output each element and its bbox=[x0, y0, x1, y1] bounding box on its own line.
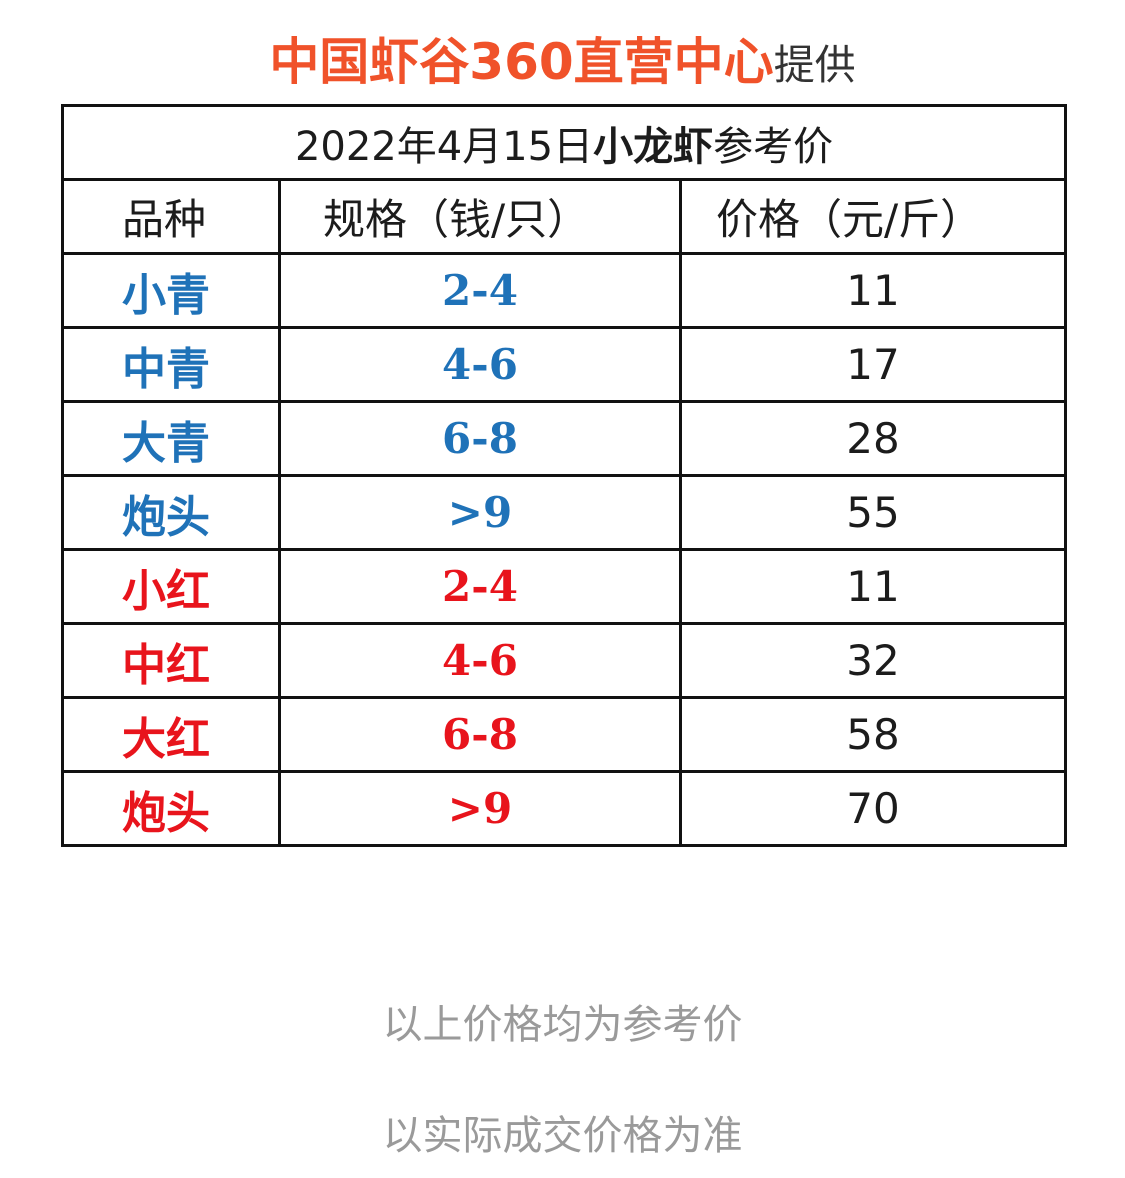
table-row: 中青 4-6 17 bbox=[61, 326, 1068, 403]
variety-cell: 大红 bbox=[61, 696, 281, 773]
price-cell: 32 bbox=[678, 622, 1068, 699]
variety-cell: 小红 bbox=[61, 548, 281, 625]
table-caption-row: 2022年4月15日小龙虾参考价 bbox=[60, 104, 1068, 181]
price-cell: 55 bbox=[678, 474, 1068, 551]
variety-cell: 炮头 bbox=[61, 770, 281, 847]
note-reference-price: 以上价格均为参考价 bbox=[382, 1002, 743, 1048]
table-row: 小青 2-4 11 bbox=[61, 252, 1068, 329]
table-body: 小青 2-4 11 中青 4-6 17 大青 6-8 28 炮头 >9 55 小红 2-4 11 中红 4-6 3… bbox=[61, 252, 1068, 847]
variety-cell: 炮头 bbox=[61, 474, 281, 551]
caption-date: 2022年4月15日 bbox=[294, 123, 594, 170]
column-header-spec: 规格（钱/只） bbox=[278, 178, 682, 255]
variety-cell: 中青 bbox=[61, 326, 281, 403]
provided-by-text: 提供 bbox=[773, 41, 856, 89]
column-header-price: 价格（元/斤） bbox=[678, 178, 1068, 255]
price-cell: 11 bbox=[678, 548, 1068, 625]
table-header-row: 品种 规格（钱/只） 价格（元/斤） bbox=[61, 178, 1068, 255]
note-actual-price: 以实际成交价格为准 bbox=[382, 1113, 743, 1159]
variety-cell: 大青 bbox=[61, 400, 281, 477]
page-header: 中国虾谷360直营中心提供 bbox=[0, 26, 1125, 110]
table-caption: 2022年4月15日小龙虾参考价 bbox=[60, 104, 1068, 181]
table-row: 小红 2-4 11 bbox=[61, 548, 1068, 625]
spec-cell: 2-4 bbox=[278, 548, 682, 625]
caption-suffix: 参考价 bbox=[713, 123, 834, 170]
column-header-variety: 品种 bbox=[61, 178, 281, 255]
price-cell: 58 bbox=[678, 696, 1068, 773]
price-cell: 28 bbox=[678, 400, 1068, 477]
spec-cell: >9 bbox=[278, 474, 682, 551]
price-cell: 17 bbox=[678, 326, 1068, 403]
table-row: 大青 6-8 28 bbox=[61, 400, 1068, 477]
caption-product: 小龙虾 bbox=[593, 123, 714, 170]
price-cell: 11 bbox=[678, 252, 1068, 329]
spec-cell: >9 bbox=[278, 770, 682, 847]
table-row: 中红 4-6 32 bbox=[61, 622, 1068, 699]
spec-cell: 2-4 bbox=[278, 252, 682, 329]
table-row: 炮头 >9 70 bbox=[61, 770, 1068, 847]
variety-cell: 小青 bbox=[61, 252, 281, 329]
price-cell: 70 bbox=[678, 770, 1068, 847]
table-row: 大红 6-8 58 bbox=[61, 696, 1068, 773]
table-row: 炮头 >9 55 bbox=[61, 474, 1068, 551]
brand-title: 中国虾谷360直营中心 bbox=[269, 33, 774, 91]
spec-cell: 6-8 bbox=[278, 400, 682, 477]
price-table-container: 2022年4月15日小龙虾参考价 品种 规格（钱/只） 价格（元/斤） 小青 2-… bbox=[60, 104, 1068, 847]
variety-cell: 中红 bbox=[61, 622, 281, 699]
spec-cell: 4-6 bbox=[278, 622, 682, 699]
spec-cell: 6-8 bbox=[278, 696, 682, 773]
spec-cell: 4-6 bbox=[278, 326, 682, 403]
price-table: 2022年4月15日小龙虾参考价 品种 规格（钱/只） 价格（元/斤） 小青 2-… bbox=[60, 104, 1068, 847]
